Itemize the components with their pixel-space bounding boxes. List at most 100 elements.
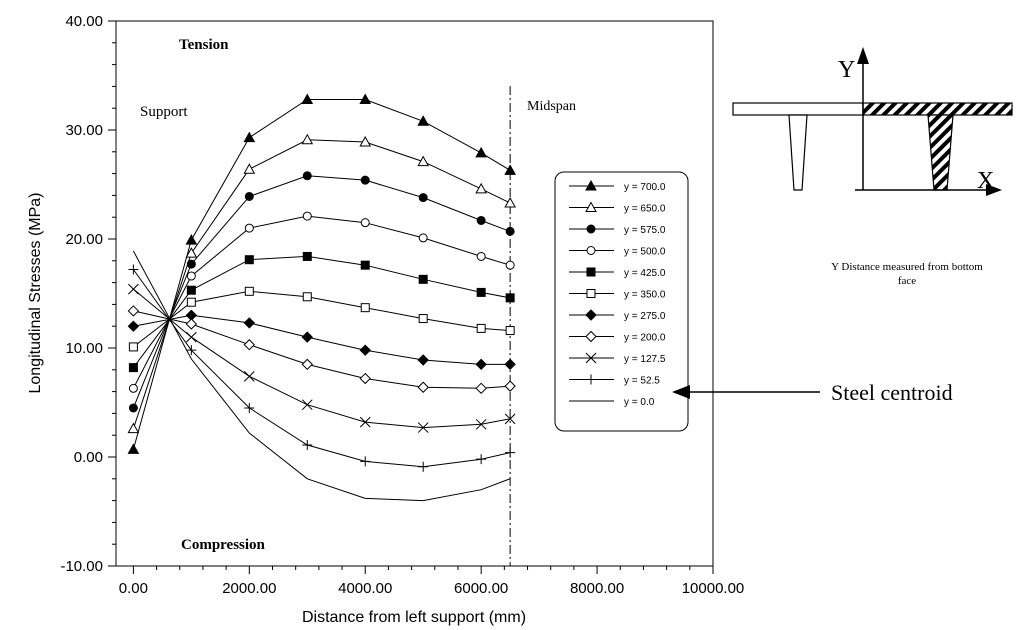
series-line-1 — [132, 139, 511, 429]
data-point-3-4 — [360, 218, 370, 228]
midspan-label: Midspan — [527, 99, 576, 114]
data-point-6-4 — [359, 344, 371, 356]
data-point-3-7 — [505, 260, 515, 270]
data-point-1-1 — [185, 247, 198, 258]
legend-label: y = 52.5 — [624, 376, 660, 387]
data-point-7-7 — [504, 380, 516, 392]
flange-left — [732, 102, 864, 116]
legend-marker — [586, 246, 596, 255]
data-point-9-3 — [302, 440, 313, 451]
series-line-2 — [132, 175, 511, 409]
legend-marker — [585, 330, 597, 343]
data-point-2-4 — [360, 175, 370, 185]
compression-label: Compression — [181, 537, 266, 553]
legend-marker — [586, 289, 596, 298]
web-left — [788, 114, 808, 191]
data-point-9-7 — [505, 447, 516, 458]
series-line-4 — [132, 255, 511, 368]
legend-label: y = 0.0 — [624, 397, 655, 408]
legend-marker — [586, 224, 596, 234]
data-point-6-5 — [417, 354, 429, 366]
legend-marker — [585, 201, 597, 212]
data-point-7-0 — [127, 305, 140, 317]
data-point-9-1 — [186, 345, 197, 356]
data-point-0-4 — [359, 93, 372, 104]
legend-label: y = 650.0 — [624, 204, 666, 215]
data-point-9-2 — [244, 402, 255, 413]
data-point-9-4 — [360, 456, 371, 467]
data-point-6-2 — [243, 317, 256, 329]
data-point-2-1 — [186, 259, 196, 269]
plot-frame — [115, 20, 714, 567]
cross-section-diagram — [732, 47, 1013, 196]
y-tick-label: 20.00 — [65, 231, 103, 248]
legend-marker — [586, 267, 596, 277]
data-point-8-2 — [243, 370, 255, 382]
data-point-4-6 — [476, 287, 486, 297]
data-point-2-3 — [302, 171, 312, 181]
series-lines — [132, 99, 511, 502]
data-point-7-5 — [417, 381, 429, 393]
data-point-4-5 — [418, 274, 428, 284]
data-point-0-5 — [417, 115, 430, 126]
x-tick-label: 4000.00 — [338, 580, 392, 597]
steel-centroid-arrow — [672, 385, 820, 399]
series-line-10 — [132, 250, 511, 502]
legend-label: y = 500.0 — [624, 247, 666, 258]
legend-marker — [586, 374, 596, 385]
x-tick-label: 10000.00 — [682, 580, 745, 597]
data-point-7-1 — [185, 318, 198, 330]
data-point-8-7 — [504, 413, 516, 425]
data-point-6-3 — [301, 331, 313, 343]
data-point-3-2 — [244, 223, 254, 233]
web-right-hatched — [927, 114, 954, 191]
x-tick-label: 6000.00 — [454, 580, 508, 597]
legend-label: y = 700.0 — [624, 182, 666, 193]
series-line-0 — [132, 99, 511, 450]
data-point-5-5 — [418, 314, 428, 324]
series-line-6 — [133, 314, 511, 365]
legend-marker — [585, 179, 597, 191]
data-point-8-1 — [185, 331, 197, 343]
y-distance-note: Y Distance measured from bottom face — [831, 261, 983, 287]
data-point-2-6 — [476, 215, 486, 225]
data-point-1-3 — [301, 133, 314, 145]
data-point-1-5 — [417, 155, 430, 167]
legend-label: y = 127.5 — [624, 354, 666, 365]
data-point-7-3 — [301, 358, 313, 371]
legend-label: y = 275.0 — [624, 311, 666, 322]
data-point-5-6 — [476, 323, 486, 333]
data-point-9-6 — [476, 454, 487, 465]
data-point-5-7 — [505, 326, 515, 336]
legend-marker — [585, 352, 597, 364]
tension-label: Tension — [179, 37, 229, 53]
data-point-2-2 — [244, 191, 254, 201]
data-point-2-5 — [418, 193, 428, 203]
data-point-0-7 — [504, 164, 516, 175]
legend-label: y = 425.0 — [624, 268, 666, 279]
data-point-6-6 — [475, 358, 487, 371]
data-point-5-2 — [244, 286, 254, 296]
diagram-x-letter: X — [977, 168, 994, 194]
y-tick-label: 40.00 — [65, 13, 103, 30]
data-point-1-4 — [359, 135, 372, 147]
data-point-3-3 — [302, 211, 312, 221]
data-point-7-2 — [243, 339, 256, 351]
data-point-5-3 — [302, 292, 312, 302]
series-line-5 — [133, 290, 511, 348]
data-point-0-2 — [243, 131, 256, 143]
support-label: Support — [140, 104, 188, 120]
data-point-9-5 — [418, 461, 429, 472]
flange-right-hatched — [862, 102, 1013, 116]
data-point-8-0 — [128, 283, 139, 295]
data-point-4-4 — [360, 260, 370, 270]
data-point-1-6 — [475, 182, 488, 194]
data-point-4-1 — [186, 285, 196, 295]
series-line-7 — [133, 310, 511, 389]
data-point-4-3 — [302, 251, 312, 261]
data-point-3-0 — [128, 383, 138, 393]
data-point-4-7 — [505, 293, 515, 303]
y-axis-label: Longitudinal Stresses (MPa) — [27, 193, 44, 394]
y-tick-label: 30.00 — [65, 122, 103, 139]
